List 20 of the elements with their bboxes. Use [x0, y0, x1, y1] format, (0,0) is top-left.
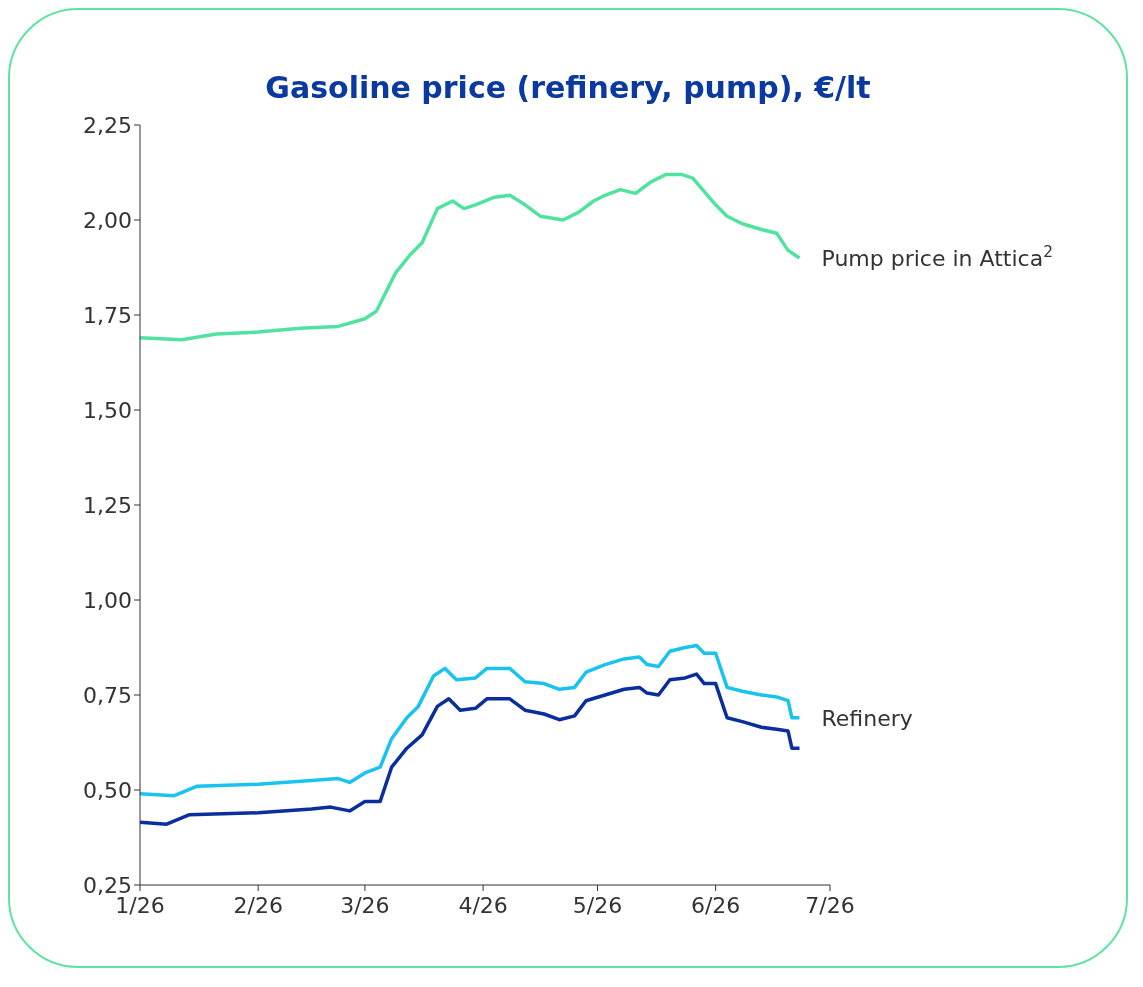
series-label: Pump price in Attica$^{2}$	[821, 243, 1053, 271]
line-series	[140, 643, 802, 798]
y-tick-label: 0,50	[83, 777, 132, 803]
x-tick-label: 6/26	[690, 892, 741, 918]
y-tick-label: 2,25	[83, 112, 132, 138]
y-tick-label: 1,75	[83, 302, 132, 328]
x-tick-label: 2/26	[233, 892, 283, 918]
series-label: Refinery	[821, 705, 913, 731]
x-tick-label: 5/26	[572, 892, 623, 918]
x-tick-label: 7/26	[805, 892, 855, 918]
chart-title: Gasoline price (refinery, pump), €/lt	[264, 70, 872, 105]
line-series	[140, 672, 802, 826]
y-tick-label: 1,25	[83, 492, 132, 518]
y-tick-label: 1,00	[83, 587, 132, 613]
x-tick-label: 4/26	[458, 892, 508, 918]
y-tick-label: 0,75	[83, 682, 132, 708]
y-tick-label: 2,00	[83, 207, 132, 233]
x-tick-label: 3/26	[340, 892, 390, 918]
y-tick-label: 1,50	[83, 397, 132, 423]
line-series	[140, 172, 802, 342]
